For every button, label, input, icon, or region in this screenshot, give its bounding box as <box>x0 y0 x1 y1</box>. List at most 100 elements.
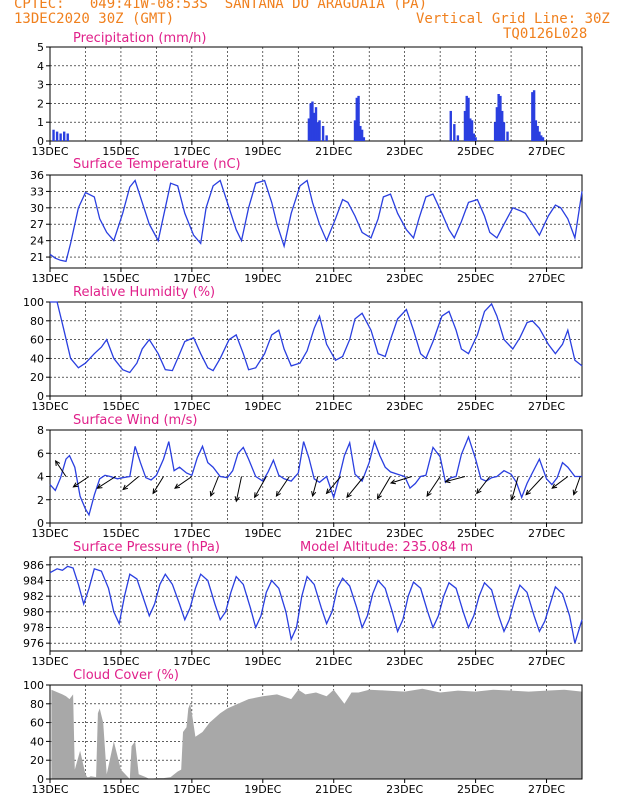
precip-xtick-label: 25DEC <box>457 145 494 158</box>
precip-bar <box>536 125 539 141</box>
precip-bar <box>472 133 476 141</box>
precip-bar <box>534 120 538 141</box>
rh-ytick-label: 0 <box>37 390 44 403</box>
precip-bar <box>321 125 325 141</box>
cloud-xtick-label: 25DEC <box>457 783 494 796</box>
wind-xtick-label: 25DEC <box>457 527 494 540</box>
wind-vector <box>573 476 581 495</box>
rh-xtick-label: 21DEC <box>315 400 352 413</box>
wind-title: Surface Wind (m/s) <box>73 413 197 428</box>
precip-bar <box>316 122 319 141</box>
wind-vector-head <box>346 492 352 499</box>
precip-bar <box>309 103 312 141</box>
rh-series-line <box>50 301 583 374</box>
model-code: TQ0126L028 <box>503 26 588 42</box>
run-time: 13DEC2020 30Z (GMT) <box>14 11 175 27</box>
pres-ytick-label: 980 <box>23 606 44 619</box>
precip-bar <box>540 135 543 141</box>
wind-vector <box>210 476 219 497</box>
wind-vector-head <box>96 483 103 489</box>
temp-xtick-label: 13DEC <box>31 272 68 285</box>
cloud-title: Cloud Cover (%) <box>73 668 179 683</box>
rh-xtick-label: 15DEC <box>102 400 139 413</box>
wind-ytick-label: 2 <box>37 494 44 507</box>
wind-vector-head <box>254 492 259 499</box>
wind-vector <box>174 476 193 489</box>
wind-vector <box>326 476 342 494</box>
wind-vector-head <box>572 489 578 496</box>
precip-bar <box>470 120 474 141</box>
wind-vector <box>55 460 67 477</box>
pres-ytick-label: 982 <box>23 590 44 603</box>
wind-vector <box>254 476 267 498</box>
cloud-xtick-label: 21DEC <box>315 783 352 796</box>
grid-note: Vertical Grid Line: 30Z <box>416 11 610 27</box>
wind-vector-head <box>426 490 432 497</box>
precip-bar <box>66 133 69 141</box>
precip-bar <box>55 131 59 141</box>
pres-ytick-label: 986 <box>23 559 44 572</box>
precip-bar <box>465 95 468 141</box>
cloud-xtick-label: 15DEC <box>102 783 139 796</box>
wind-xtick-label: 13DEC <box>31 527 68 540</box>
precip-bar <box>359 125 362 141</box>
precip-ytick-label: 3 <box>37 79 44 92</box>
wind-vector <box>73 476 90 488</box>
precip-bar <box>449 110 452 141</box>
precip-bar <box>506 131 509 141</box>
precip-ytick-label: 1 <box>37 116 44 129</box>
cloud-xtick-label: 27DEC <box>528 783 565 796</box>
wind-series-line <box>49 435 582 517</box>
precip-xtick-label: 19DEC <box>244 145 281 158</box>
pres-frame <box>49 556 583 652</box>
wind-xtick-label: 19DEC <box>244 527 281 540</box>
pres-xtick-label: 17DEC <box>173 655 210 668</box>
precip-xtick-label: 27DEC <box>528 145 565 158</box>
precip-bar <box>474 137 477 141</box>
temp-ytick-label: 24 <box>30 235 44 248</box>
temp-xtick-label: 21DEC <box>315 272 352 285</box>
rh-xtick-label: 13DEC <box>31 400 68 413</box>
wind-vector <box>445 476 466 483</box>
precip-bar <box>453 124 456 141</box>
precip-ytick-label: 4 <box>37 60 44 73</box>
precip-bar <box>499 95 502 141</box>
wind-vector-head <box>444 478 451 484</box>
pres-xtick-label: 19DEC <box>244 655 281 668</box>
temp-series-line <box>49 179 583 263</box>
wind-vector <box>551 476 569 489</box>
precip-bar <box>360 129 364 141</box>
wind-vector <box>122 476 139 490</box>
wind-vector <box>377 476 391 499</box>
wind-vector-head <box>510 494 516 502</box>
wind-vector-head <box>275 490 281 497</box>
wind-xtick-label: 17DEC <box>173 527 210 540</box>
temp-xtick-label: 27DEC <box>528 272 565 285</box>
precip-bar <box>311 101 314 141</box>
temp-xtick-label: 17DEC <box>173 272 210 285</box>
temp-xtick-label: 15DEC <box>102 272 139 285</box>
rh-xtick-label: 19DEC <box>244 400 281 413</box>
wind-vector-head <box>311 491 317 498</box>
wind-ytick-label: 4 <box>37 471 44 484</box>
wind-vector <box>97 476 116 489</box>
precip-xtick-label: 15DEC <box>102 145 139 158</box>
rh-ytick-label: 40 <box>30 352 44 365</box>
wind-xtick-label: 23DEC <box>386 527 423 540</box>
pres-xtick-label: 23DEC <box>386 655 423 668</box>
temp-xtick-label: 25DEC <box>457 272 494 285</box>
rh-ytick-label: 80 <box>30 315 44 328</box>
cloud-ytick-label: 80 <box>30 698 44 711</box>
cloud-ytick-label: 0 <box>37 773 44 786</box>
wind-vector <box>235 476 243 502</box>
wind-vector-head <box>152 488 158 495</box>
cloud-area <box>50 688 582 779</box>
cloud-ytick-label: 20 <box>30 754 44 767</box>
rh-xtick-label: 25DEC <box>457 400 494 413</box>
rh-frame <box>49 301 583 397</box>
wind-vector <box>511 476 519 501</box>
cloud-xtick-label: 17DEC <box>173 783 210 796</box>
wind-vector-head <box>234 496 240 503</box>
cloud-ytick-label: 40 <box>30 735 44 748</box>
